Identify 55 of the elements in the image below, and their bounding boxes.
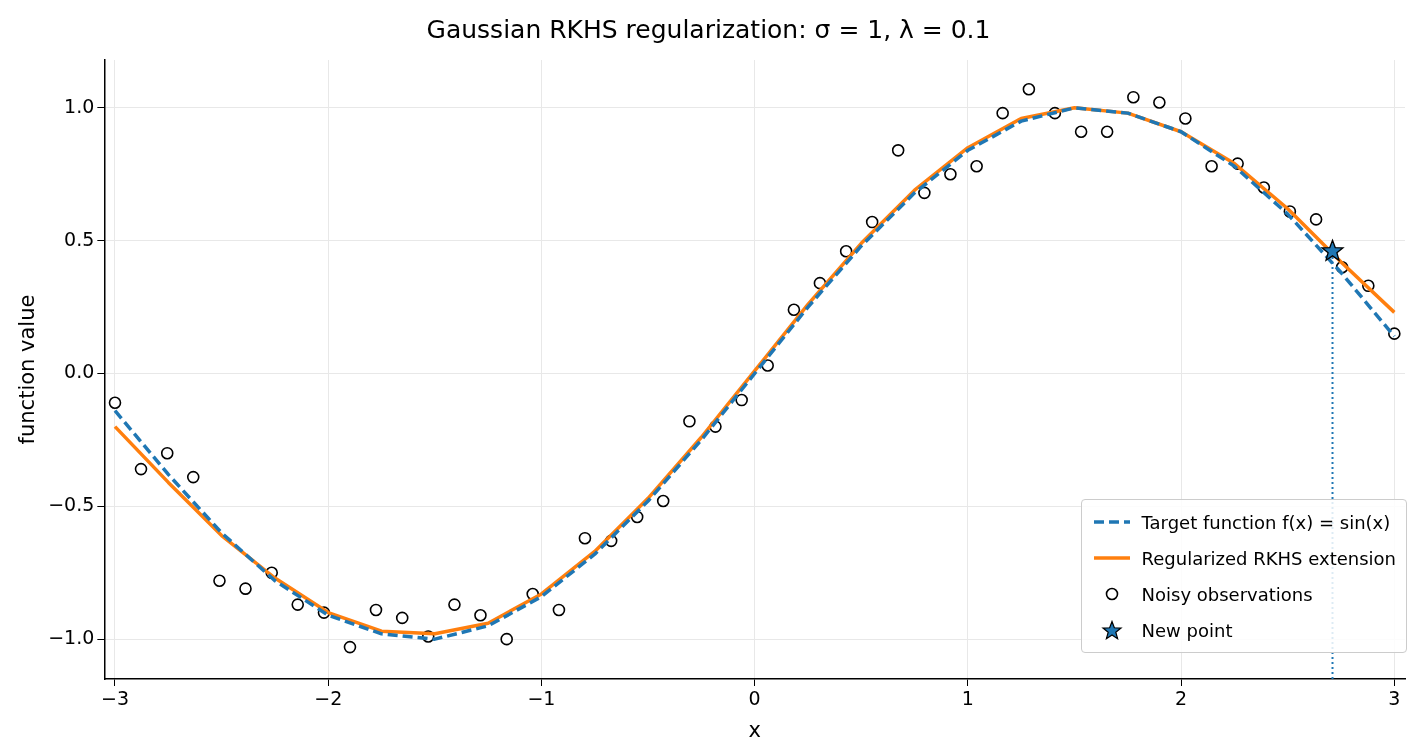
point [996,106,1009,120]
point [1321,239,1344,261]
point [1074,125,1088,139]
legend-label: Regularized RKHS extension [1141,547,1396,569]
point [1100,125,1114,139]
point [1309,213,1323,226]
point [1179,112,1192,125]
point [1388,327,1401,340]
point [134,462,148,476]
y-tick-label: −1.0 [48,626,95,649]
x-tick-label: 3 [1388,687,1401,710]
point [1205,159,1218,173]
chart-title: Gaussian RKHS regularization: σ = 1, λ = 0.1 [426,14,991,44]
point [500,632,513,646]
point [865,215,879,229]
point [683,415,696,428]
point [395,611,409,625]
point [578,531,592,545]
point [839,244,853,258]
point [918,186,931,200]
x-tick-label: 2 [1175,687,1188,710]
y-tick-label: 1.0 [64,94,95,117]
y-axis-title: function value [15,294,40,445]
legend-label: Target function f(x) = sin(x) [1141,511,1391,533]
point [448,598,461,611]
legend-label: Noisy observations [1141,583,1313,605]
point [735,393,748,407]
point [1153,96,1166,109]
y-tick-label: −0.5 [48,493,95,516]
point [474,608,487,622]
point [1022,82,1036,96]
point [291,598,305,611]
x-tick-label: −2 [314,687,343,710]
point [213,574,226,587]
point [239,582,252,595]
point [787,303,801,317]
point [108,396,122,410]
y-tick-label: 0.0 [64,360,95,383]
point [656,494,670,508]
legend-label: New point [1141,619,1233,641]
point [186,470,200,484]
point [160,446,174,460]
x-tick-label: −3 [100,687,130,710]
x-tick-label: 1 [961,687,974,710]
point [891,144,905,157]
point [369,603,383,617]
x-tick-label: 0 [748,687,761,710]
point [970,159,983,173]
x-axis-title: x [748,717,761,742]
point [552,603,566,617]
point [343,640,357,654]
y-tick-label: 0.5 [64,227,95,250]
point [944,167,957,181]
x-tick-label: −1 [527,687,556,710]
point [1127,90,1140,104]
